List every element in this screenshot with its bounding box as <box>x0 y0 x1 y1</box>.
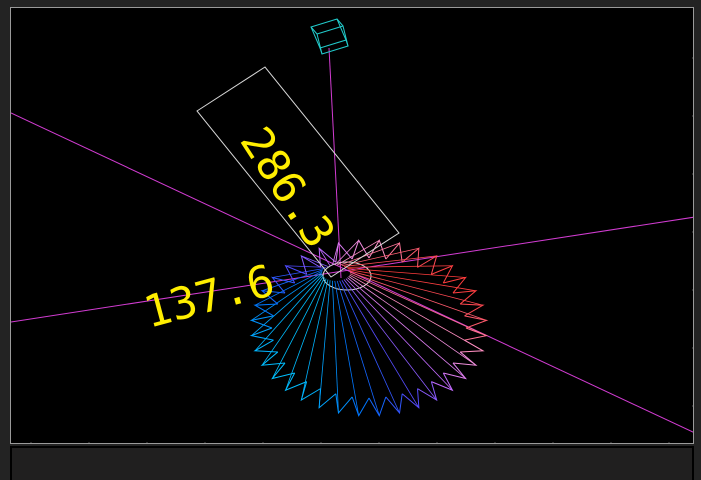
gear-spoke <box>334 280 360 416</box>
gear-spoke <box>301 255 329 267</box>
gear-spoke <box>341 247 419 267</box>
gear-tooth <box>351 396 370 417</box>
gear-spoke <box>348 276 477 366</box>
gear-spoke <box>349 274 484 352</box>
dimension-label-vertical: 286.3 <box>230 118 345 257</box>
gear-tooth <box>300 381 321 402</box>
gear-spoke <box>349 270 484 306</box>
gear-tooth <box>460 303 485 317</box>
gear-spoke <box>271 277 325 379</box>
gear-spoke <box>334 240 360 266</box>
gear-spoke <box>339 242 400 266</box>
gear-spoke <box>336 280 380 416</box>
gear-spoke <box>254 270 323 306</box>
gear-tooth <box>443 362 467 380</box>
scene-canvas[interactable]: 286.3 137.6 <box>11 8 694 444</box>
gear-spoke <box>261 276 324 366</box>
gear-tooth <box>460 339 485 353</box>
wireframe-cube-icon[interactable] <box>310 18 349 55</box>
gear-tooth <box>335 241 353 263</box>
gear-hub <box>322 261 372 291</box>
gear-tooth <box>318 388 337 409</box>
dimension-box <box>196 66 400 278</box>
gear-tooth <box>452 290 478 305</box>
axis-line-horizontal <box>11 216 693 323</box>
gear-tooth <box>368 396 387 417</box>
gear-spoke <box>337 239 380 266</box>
gear-spoke <box>345 278 453 391</box>
gear-spoke <box>341 280 420 408</box>
gear-spoke <box>339 280 400 414</box>
gear-tooth <box>260 290 286 305</box>
gear-spoke <box>343 255 437 267</box>
gear-spoke <box>331 242 339 266</box>
gear-tooth <box>417 381 438 402</box>
gear-spoke <box>349 271 487 321</box>
bottom-status-panel <box>10 446 694 480</box>
gear-tooth <box>385 393 403 415</box>
gear-spoke <box>349 273 487 337</box>
gear-wireframe[interactable] <box>249 239 489 417</box>
gear-tooth <box>443 276 467 294</box>
gear-spoke <box>254 274 323 352</box>
viewport-edge-ticks <box>30 57 693 443</box>
gear-spoke <box>347 277 466 379</box>
gear-tooth <box>431 264 454 284</box>
gear-tooth <box>253 339 278 353</box>
gear-spoke <box>343 279 437 401</box>
gear-spoke <box>347 268 466 278</box>
gear-spoke <box>318 248 331 266</box>
gear-tooth <box>271 362 295 380</box>
gear-spoke <box>345 265 453 268</box>
gear-tooth <box>401 388 420 409</box>
axis-line-vertical <box>328 47 342 279</box>
gear-tooth <box>351 239 370 260</box>
gear-spoke <box>272 268 325 278</box>
gear-spoke <box>318 280 331 408</box>
gear-tooth <box>431 372 454 392</box>
gear-spoke <box>251 271 323 321</box>
dimension-label-horizontal: 137.6 <box>139 255 280 339</box>
gear-tooth <box>260 351 286 366</box>
3d-viewport[interactable]: 286.3 137.6 <box>10 7 694 444</box>
gear-spoke <box>331 280 339 414</box>
gear-spoke <box>251 273 323 336</box>
gear-spoke <box>285 278 327 391</box>
gear-spoke <box>300 279 329 401</box>
gear-spoke <box>348 269 477 292</box>
